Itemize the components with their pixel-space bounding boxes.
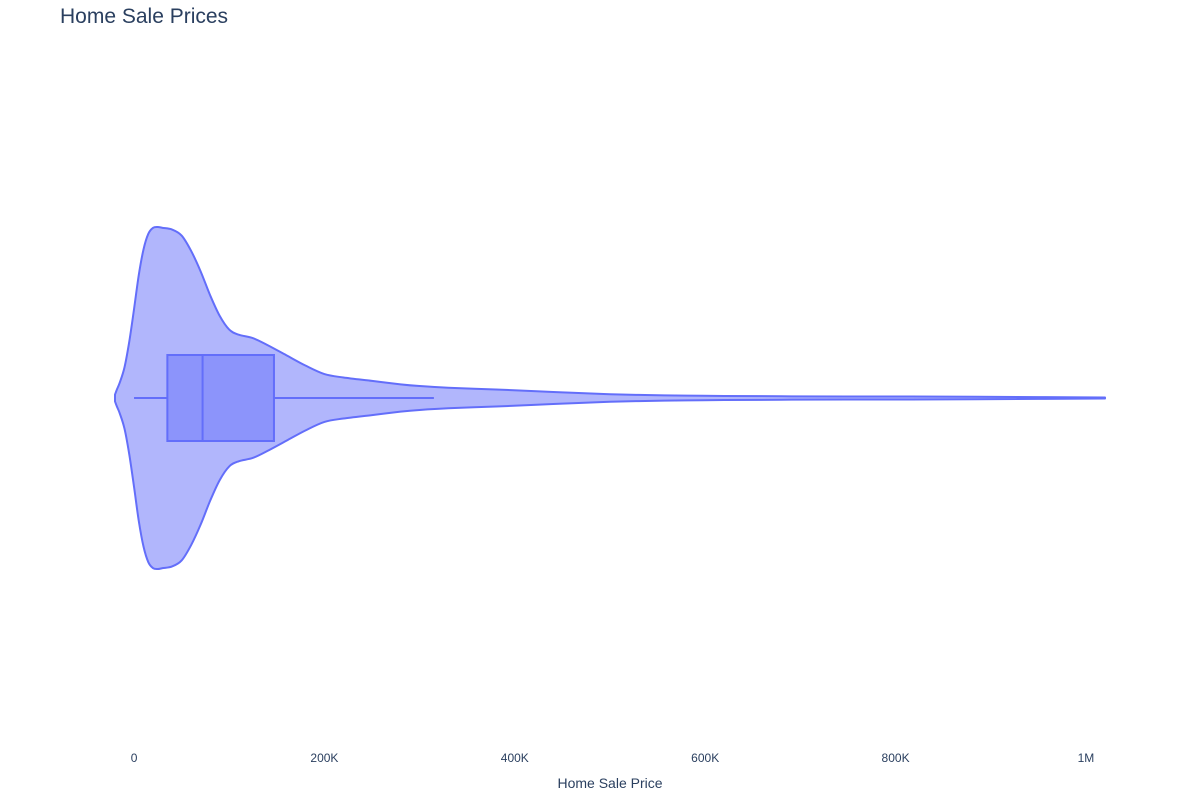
- x-tick-label: 200K: [310, 751, 338, 765]
- x-axis-ticks: 0 200K 400K 600K 800K 1M: [131, 751, 1095, 765]
- x-tick-label: 400K: [501, 751, 529, 765]
- x-tick-label: 800K: [882, 751, 910, 765]
- violin-shape: [114, 225, 1106, 571]
- chart-title: Home Sale Prices: [60, 5, 229, 28]
- x-tick-label: 0: [131, 751, 138, 765]
- box-layer: [134, 354, 434, 442]
- x-axis-title: Home Sale Price: [557, 775, 662, 791]
- x-tick-label: 1M: [1078, 751, 1095, 765]
- x-tick-label: 600K: [691, 751, 719, 765]
- interquartile-box: [166, 354, 275, 442]
- violin-layer: [114, 225, 1106, 571]
